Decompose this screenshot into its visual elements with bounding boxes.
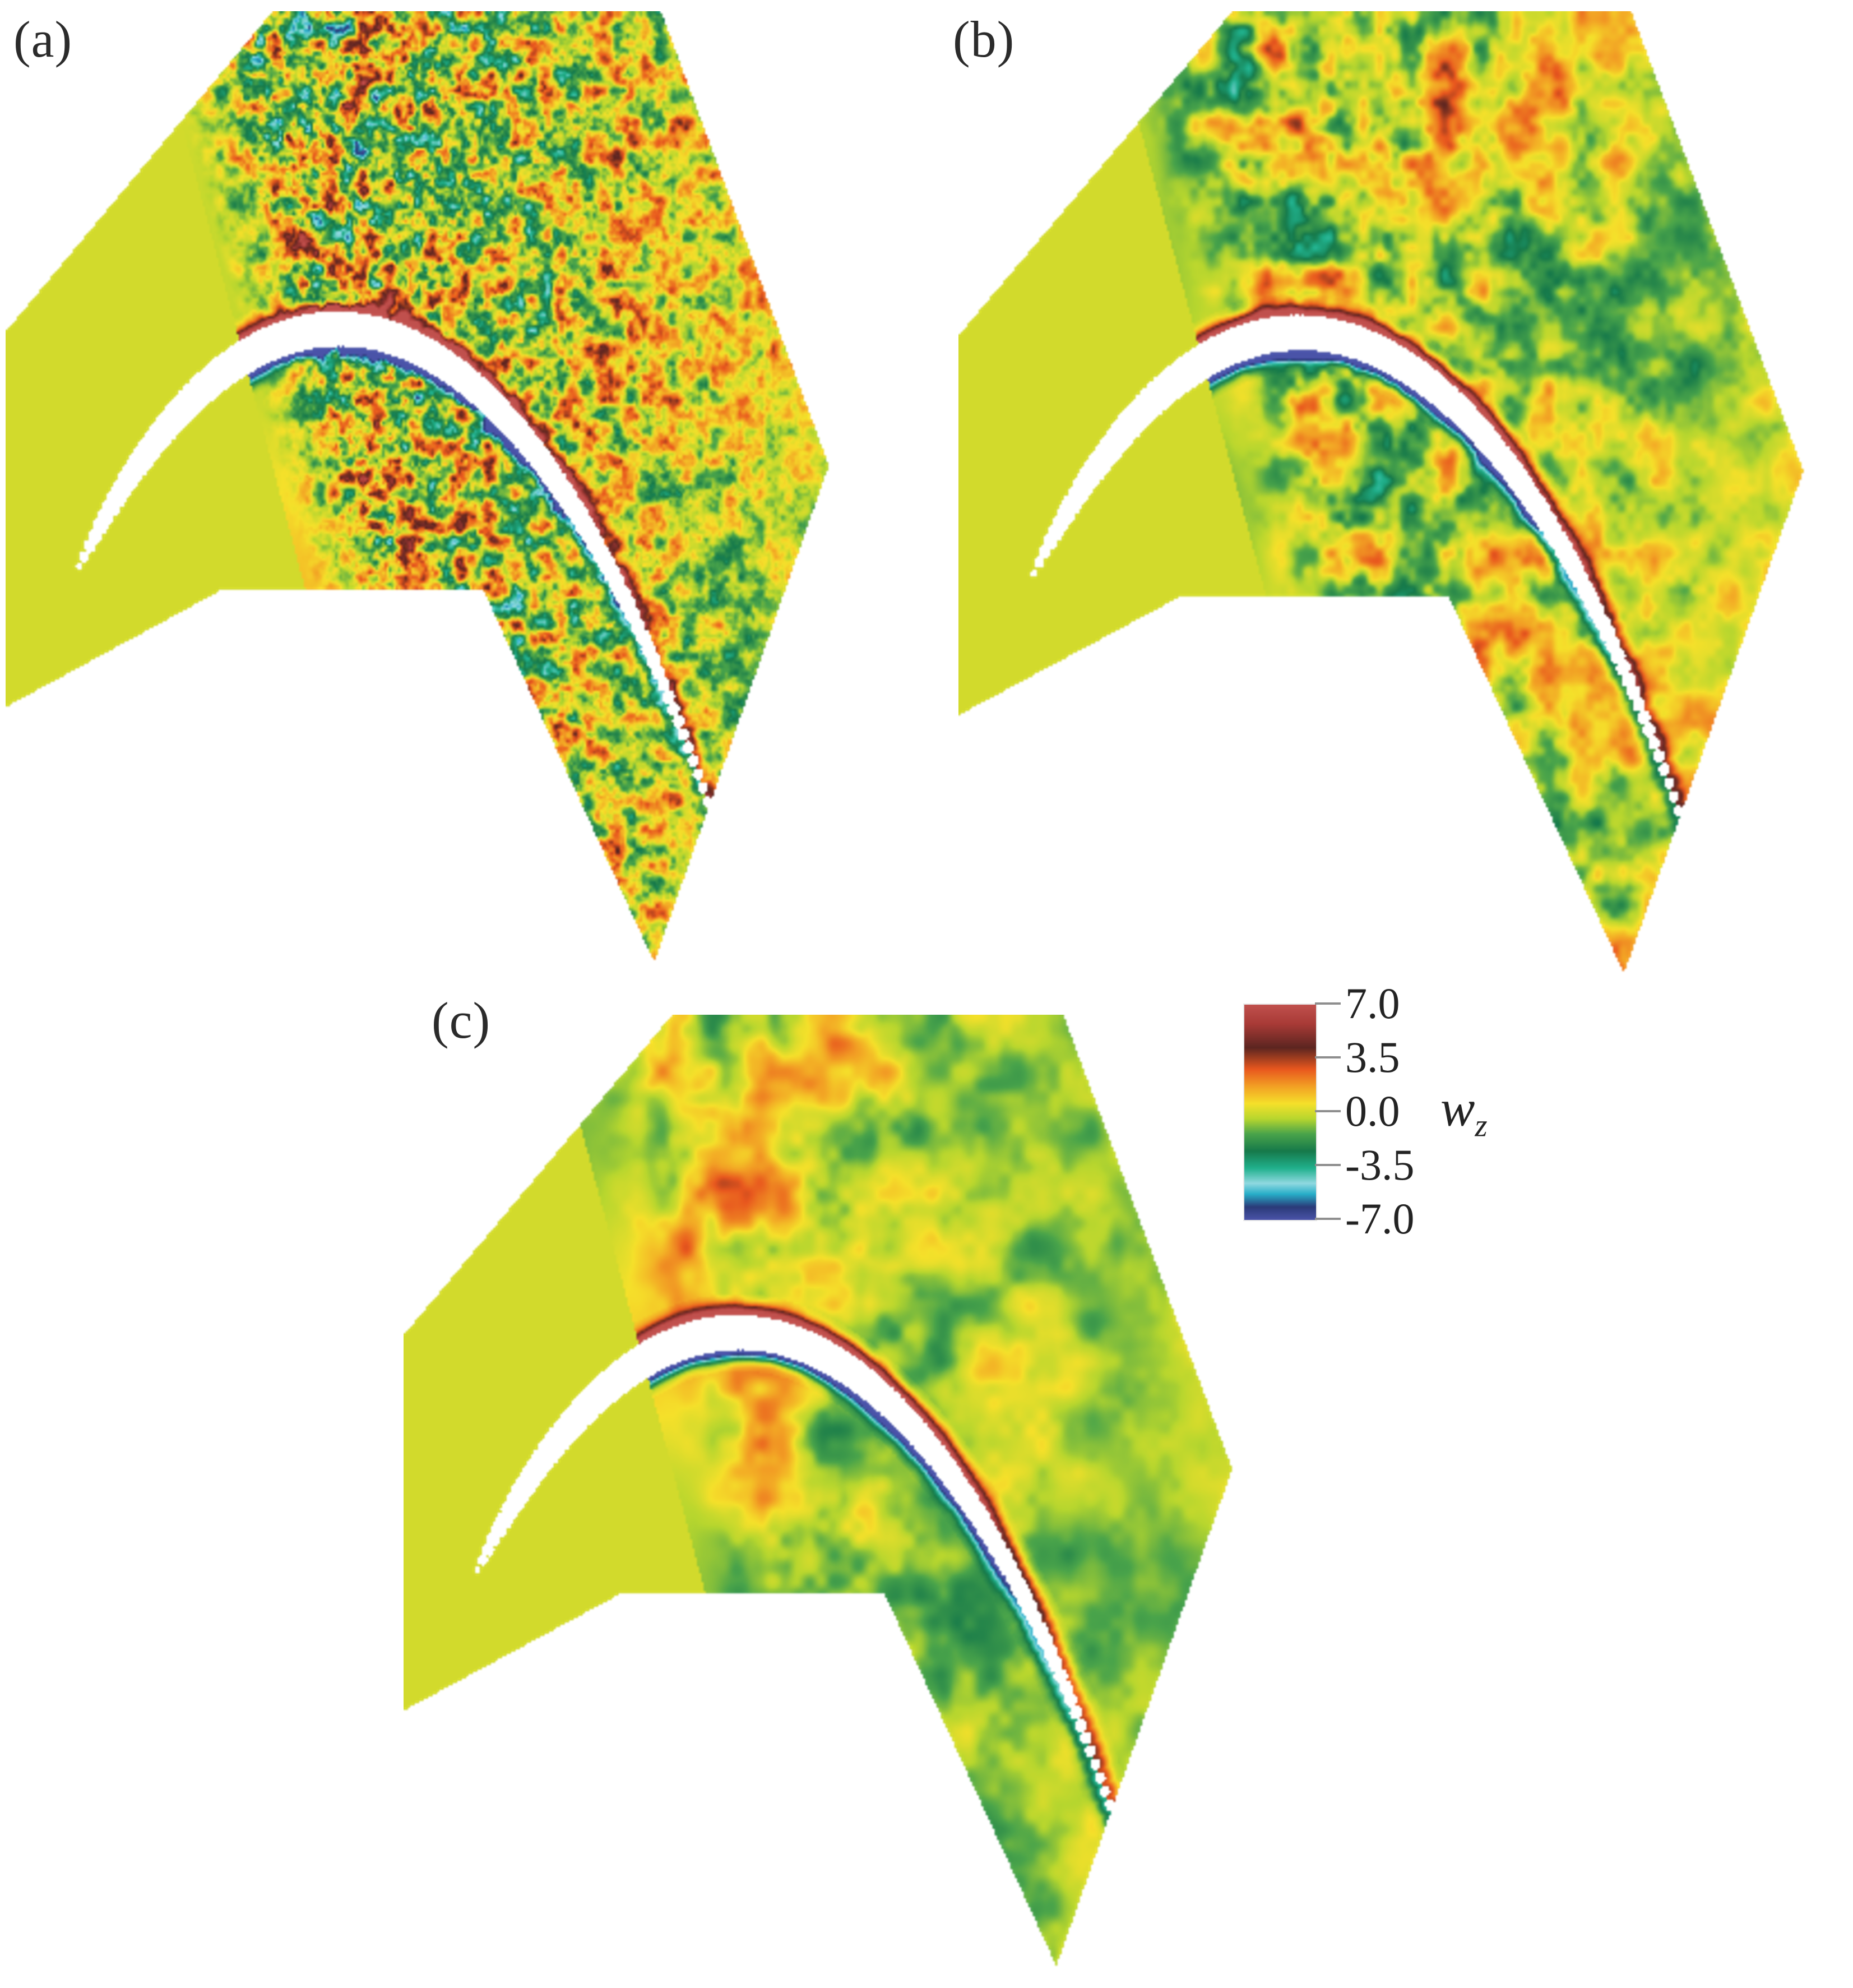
colorbar-variable-subscript: z (1475, 1108, 1488, 1144)
colorbar-variable-label: wz (1440, 1078, 1488, 1144)
colorbar-tick-mark (1315, 1056, 1341, 1058)
colorbar-tick-mark (1315, 1164, 1341, 1166)
colorbar: 7.0 3.5 0.0 -3.5 -7.0 wz (1243, 982, 1669, 1241)
vorticity-contour-image (6, 11, 858, 975)
panel-b: (b) (886, 0, 1853, 987)
colorbar-tick-labels: 7.0 3.5 0.0 -3.5 -7.0 (1345, 982, 1468, 1241)
colorbar-tick-label: -7.0 (1345, 1194, 1415, 1243)
panel-c: (c) (392, 981, 1267, 1988)
panel-c-vorticity-field (392, 981, 1267, 1988)
panel-a-vorticity-field (0, 0, 874, 987)
colorbar-tick-label: 3.5 (1345, 1033, 1400, 1081)
colorbar-gradient (1243, 1004, 1317, 1221)
colorbar-tick-label: 7.0 (1345, 979, 1400, 1028)
colorbar-ticks (1315, 1002, 1341, 1220)
colorbar-tick-label: -3.5 (1345, 1140, 1415, 1189)
colorbar-tick-label: 0.0 (1345, 1087, 1400, 1135)
colorbar-tick-mark (1315, 1002, 1341, 1005)
colorbar-variable-symbol: w (1440, 1079, 1475, 1137)
vorticity-contour-image (958, 11, 1833, 987)
colorbar-tick-mark (1315, 1110, 1341, 1112)
vorticity-contour-image (404, 1015, 1261, 1979)
colorbar-tick-mark (1315, 1218, 1341, 1220)
panel-a: (a) (0, 0, 874, 987)
panel-b-vorticity-field (886, 0, 1853, 987)
